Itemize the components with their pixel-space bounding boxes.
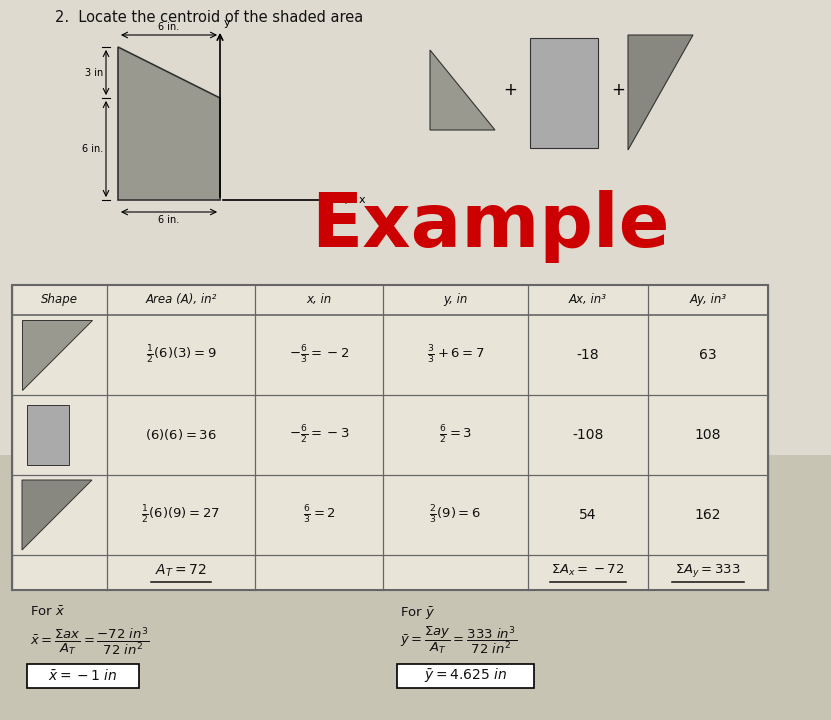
Polygon shape: [22, 480, 92, 550]
Text: 63: 63: [699, 348, 717, 362]
Text: Example: Example: [311, 190, 669, 263]
Text: +: +: [611, 81, 625, 99]
Text: $\frac{1}{2}(6)(3) = 9$: $\frac{1}{2}(6)(3) = 9$: [145, 344, 216, 366]
Text: $A_T = 72$: $A_T = 72$: [155, 562, 207, 579]
Text: $\bar{y} = \dfrac{\Sigma ay}{A_T} = \dfrac{333\ \mathit{in}^3}{72\ \mathit{in}^2: $\bar{y} = \dfrac{\Sigma ay}{A_T} = \dfr…: [400, 625, 517, 657]
Text: $\frac{1}{2}(6)(9) = 27$: $\frac{1}{2}(6)(9) = 27$: [141, 504, 220, 526]
Text: $\Sigma A_x = -72$: $\Sigma A_x = -72$: [551, 563, 625, 578]
Text: 3 in: 3 in: [85, 68, 103, 78]
Text: $\frac{6}{2} = 3$: $\frac{6}{2} = 3$: [439, 424, 472, 446]
Text: x, in: x, in: [307, 294, 332, 307]
Text: Ay, in³: Ay, in³: [690, 294, 726, 307]
Text: 54: 54: [579, 508, 597, 522]
Text: $\bar{y} = 4.625\ \mathit{in}$: $\bar{y} = 4.625\ \mathit{in}$: [424, 666, 507, 684]
Text: For $\bar{y}$: For $\bar{y}$: [400, 605, 435, 621]
Text: 108: 108: [695, 428, 721, 442]
Polygon shape: [22, 320, 92, 390]
Text: -108: -108: [573, 428, 603, 442]
Text: $\Sigma A_y = 333$: $\Sigma A_y = 333$: [675, 562, 741, 579]
Text: Shape: Shape: [41, 294, 78, 307]
Polygon shape: [118, 47, 220, 200]
Text: x: x: [359, 195, 366, 205]
Bar: [27, 405, 69, 465]
Text: y: y: [224, 18, 231, 28]
Text: $\bar{x} = -1\ \mathit{in}$: $\bar{x} = -1\ \mathit{in}$: [48, 667, 118, 683]
Text: -18: -18: [577, 348, 599, 362]
Text: y, in: y, in: [443, 294, 468, 307]
Text: 6 in.: 6 in.: [159, 215, 179, 225]
Text: $-\frac{6}{3} = -2$: $-\frac{6}{3} = -2$: [289, 344, 349, 366]
Text: +: +: [503, 81, 517, 99]
Bar: [12, 285, 768, 590]
Text: $\bar{x} = \dfrac{\Sigma ax}{A_T} = \dfrac{-72\ \mathit{in}^3}{72\ \mathit{in}^2: $\bar{x} = \dfrac{\Sigma ax}{A_T} = \dfr…: [30, 625, 150, 657]
Text: 6 in.: 6 in.: [159, 22, 179, 32]
Text: $(6)(6) = 36$: $(6)(6) = 36$: [145, 428, 217, 443]
Text: $\frac{2}{3}(9) = 6$: $\frac{2}{3}(9) = 6$: [430, 504, 481, 526]
Text: Area (A), in²: Area (A), in²: [145, 294, 217, 307]
FancyBboxPatch shape: [397, 664, 534, 688]
Text: $\frac{6}{3} = 2$: $\frac{6}{3} = 2$: [302, 504, 336, 526]
Text: 2.  Locate the centroid of the shaded area: 2. Locate the centroid of the shaded are…: [55, 10, 363, 25]
Text: 162: 162: [695, 508, 721, 522]
Polygon shape: [628, 35, 693, 150]
Text: For $\bar{x}$: For $\bar{x}$: [30, 605, 66, 618]
Polygon shape: [430, 50, 495, 130]
Bar: [530, 38, 598, 148]
Text: $-\frac{6}{2} = -3$: $-\frac{6}{2} = -3$: [288, 424, 349, 446]
Text: 6 in.: 6 in.: [81, 144, 103, 154]
Bar: [0, 0, 831, 455]
FancyBboxPatch shape: [27, 664, 139, 688]
Text: Ax, in³: Ax, in³: [569, 294, 607, 307]
Text: $\frac{3}{3}+6 = 7$: $\frac{3}{3}+6 = 7$: [426, 344, 484, 366]
